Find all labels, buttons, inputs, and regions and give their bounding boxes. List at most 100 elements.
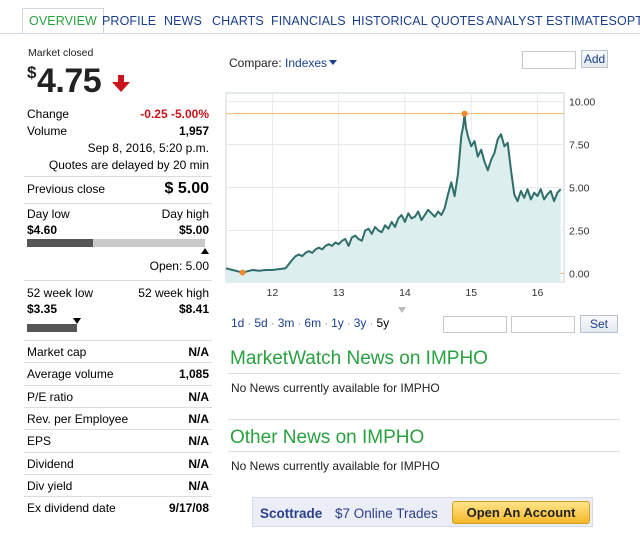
range-indicator-icon [398,307,406,313]
currency-symbol: $ [27,63,36,82]
tab-analyst-estimates[interactable]: ANALYST ESTIMATES [486,14,617,28]
tab-bar: OVERVIEW PROFILE NEWS CHARTS FINANCIALS … [0,0,640,34]
previous-close-value: $ 5.00 [164,180,209,197]
divider [24,280,212,281]
compare-dropdown[interactable]: Indexes [285,56,338,70]
stat-row: Average volume 1,085 [24,362,212,384]
volume-label: Volume [27,124,68,138]
stat-value: N/A [188,411,209,426]
open-account-button[interactable]: Open An Account [452,501,590,524]
range-separator: · [247,316,252,330]
tab-financials[interactable]: FINANCIALS [271,14,346,28]
range-selector: 1d · 5d · 3m · 6m · 1y · 3y · 5y [231,316,389,330]
ad-brand: Scottrade [260,506,323,521]
range-separator: · [297,316,302,330]
stat-row: Dividend N/A [24,451,212,474]
tab-charts[interactable]: CHARTS [212,14,264,28]
range-5y[interactable]: 5y [376,316,390,330]
marketwatch-news-title: MarketWatch News on IMPHO [230,348,488,369]
price-chart[interactable]: 0.00 2.50 5.00 7.50 10.00 12 13 14 15 16 [225,92,640,304]
stat-label: EPS [27,434,52,449]
stat-label: Div yield [27,478,73,493]
y-tick-label: 0.00 [569,268,590,280]
week52-low-label: 52 week low [27,286,94,300]
stat-row: Rev. per Employee N/A [24,406,212,429]
stat-row: Ex dividend date 9/17/08 [24,496,212,518]
scottrade-ad[interactable]: Scottrade $7 Online Trades Open An Accou… [252,497,593,527]
other-news-empty: No News currently available for IMPHO [231,459,440,473]
tab-overview[interactable]: OVERVIEW [22,8,104,33]
set-button[interactable]: Set [580,315,618,333]
divider [228,451,620,452]
price-chart-svg: 0.00 2.50 5.00 7.50 10.00 12 13 14 15 16 [225,92,595,299]
week52-high-value: $8.41 [178,302,209,316]
tab-profile[interactable]: PROFILE [102,14,157,28]
stat-label: Average volume [27,367,114,382]
other-news-title: Other News on IMPHO [230,427,425,448]
x-tick-label: 14 [399,287,411,299]
tab-options[interactable]: OPT [617,14,640,28]
last-price: $4.75 [27,62,102,101]
divider [24,176,212,177]
week52-high-label: 52 week high [138,286,209,300]
market-status: Market closed [28,47,94,59]
range-3y[interactable]: 3y [353,316,367,330]
stat-row: Market cap N/A [24,340,212,362]
range-separator: · [324,316,329,330]
y-tick-label: 2.50 [569,225,590,237]
stat-row: EPS N/A [24,429,212,451]
delay-note: Quotes are delayed by 20 min [48,158,209,172]
range-separator: · [369,316,374,330]
extreme-marker [461,110,468,117]
stat-value: N/A [188,434,209,449]
range-6m[interactable]: 6m [304,316,322,330]
marketwatch-news-empty: No News currently available for IMPHO [231,381,440,395]
range-5d[interactable]: 5d [254,316,268,330]
compare-dropdown-value: Indexes [285,56,328,70]
y-tick-label: 7.50 [569,140,590,152]
day-range-bar [27,239,205,247]
divider [228,373,620,374]
range-1d[interactable]: 1d [231,316,245,330]
end-date-input[interactable] [511,316,575,333]
open-price: Open: 5.00 [149,259,209,273]
week52-low-value: $3.35 [27,302,58,316]
week52-range-bar [27,324,205,332]
range-separator: · [270,316,275,330]
tab-historical-quotes[interactable]: HISTORICAL QUOTES [352,14,485,28]
week52-range-fill [27,324,77,332]
stat-value: 1,085 [178,367,209,382]
stat-label: Market cap [27,345,87,359]
day-high-value: $5.00 [178,223,209,237]
stat-label: Rev. per Employee [27,411,129,426]
tab-news[interactable]: NEWS [164,14,202,28]
stat-row: P/E ratio N/A [24,384,212,407]
x-tick-label: 12 [267,287,279,299]
divider [228,419,620,420]
stat-value: 9/17/08 [168,501,209,516]
compare-symbol-input[interactable] [522,51,576,69]
x-tick-label: 15 [465,287,477,299]
day-low-value: $4.60 [27,223,58,237]
range-3m[interactable]: 3m [277,316,295,330]
add-button[interactable]: Add [581,50,608,68]
stat-value: N/A [188,389,209,404]
quote-timestamp: Sep 8, 2016, 5:20 p.m. [87,141,209,155]
day-range-fill [27,239,93,247]
change-value: -0.25 -5.00% [140,107,209,121]
previous-close-label: Previous close [27,182,106,196]
stat-value: N/A [188,345,209,359]
ad-promo: $7 Online Trades [335,506,438,521]
stat-label: P/E ratio [27,389,74,404]
caret-down-icon [329,60,338,65]
day-high-label: Day high [161,207,209,221]
x-tick-label: 16 [532,287,544,299]
day-low-label: Day low [27,207,70,221]
start-date-input[interactable] [443,316,507,333]
range-1y[interactable]: 1y [331,316,344,330]
stat-row: Div yield N/A [24,473,212,496]
stat-label: Ex dividend date [27,501,116,516]
range-separator: · [346,316,351,330]
current-price-marker-icon [72,318,81,324]
stat-value: N/A [188,478,209,493]
